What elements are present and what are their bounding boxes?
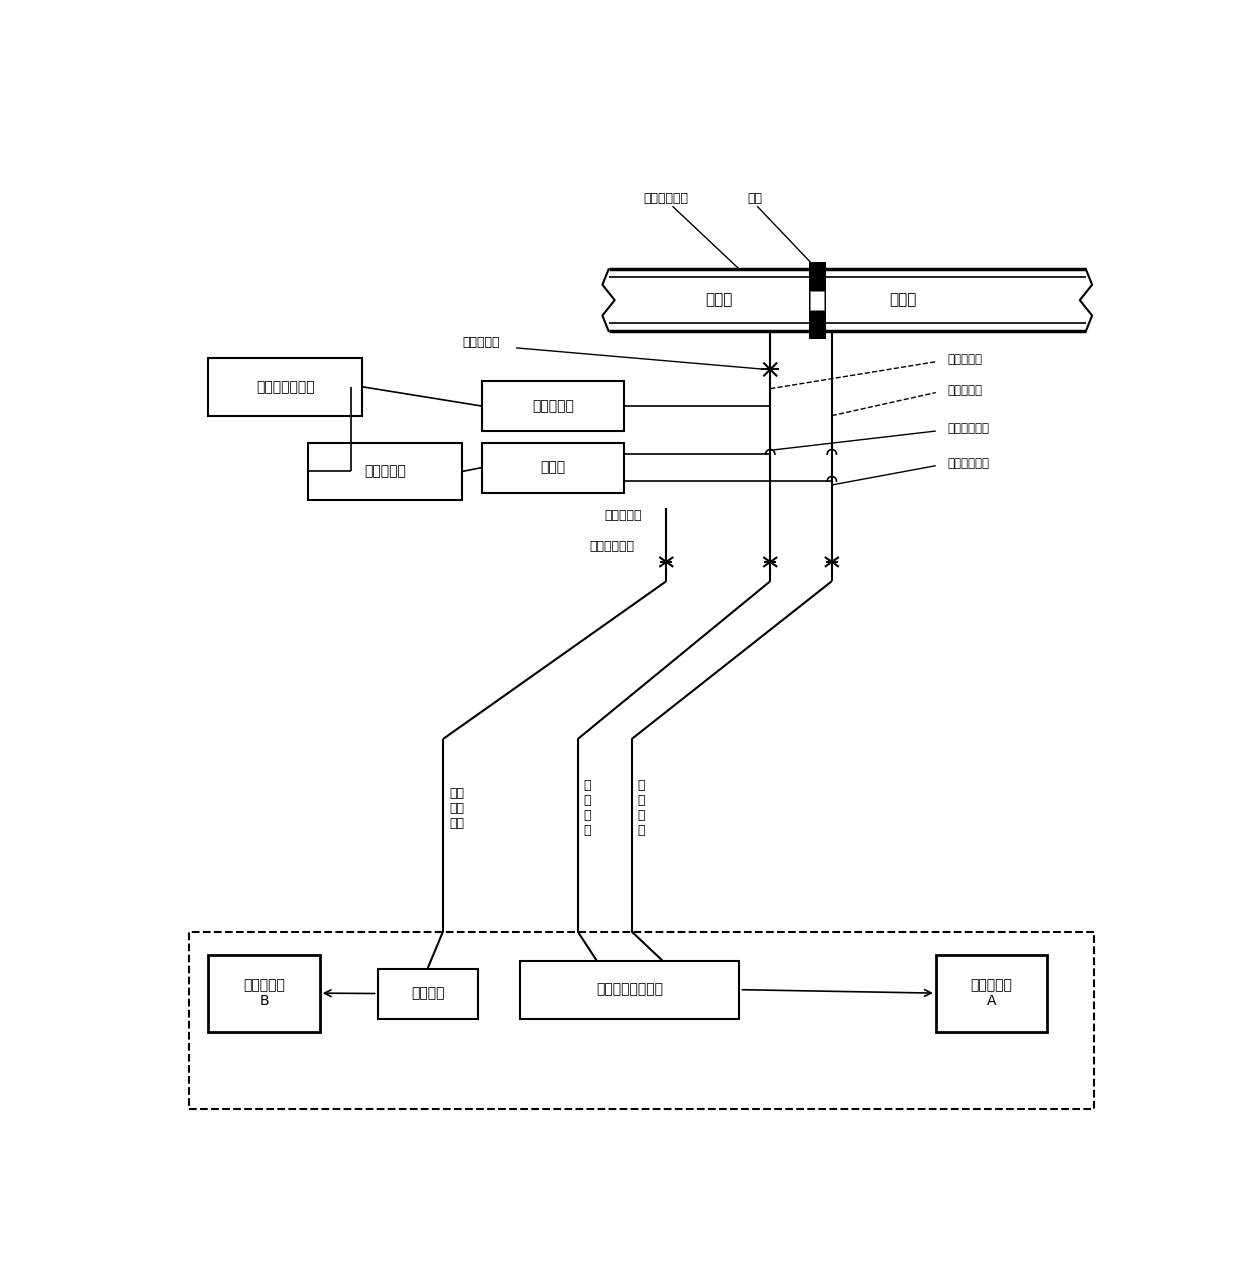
Text: 低压排污管: 低压排污管 [947, 383, 982, 396]
Text: 压力排污阀门: 压力排污阀门 [589, 540, 635, 553]
Bar [208, 955, 320, 1032]
Bar [810, 291, 825, 310]
Text: 显示器、计算器: 显示器、计算器 [255, 379, 315, 394]
Text: 低压排污筏门: 低压排污筏门 [947, 456, 990, 470]
Text: 蒸汽输送管道: 蒸汽输送管道 [644, 192, 688, 205]
Text: 上游段: 上游段 [704, 292, 732, 308]
Bar [808, 262, 826, 338]
Text: 下游段: 下游段 [889, 292, 916, 308]
Text: 高压排污筏门: 高压排污筏门 [947, 422, 990, 435]
Text: 压力变送器: 压力变送器 [532, 399, 574, 413]
Bar [208, 358, 362, 415]
Bar [188, 932, 1094, 1109]
Text: 高
压
软
管: 高 压 软 管 [583, 779, 590, 837]
Text: 差压变送器: 差压变送器 [365, 464, 407, 478]
Text: 压力
连接
软管: 压力 连接 软管 [449, 787, 464, 829]
Text: 孔板: 孔板 [748, 192, 763, 205]
Bar [309, 442, 463, 500]
Bar [936, 955, 1048, 1032]
Text: 平衡阀: 平衡阀 [541, 460, 565, 474]
Bar [377, 968, 477, 1019]
Text: 高压排污管: 高压排污管 [947, 353, 982, 365]
Text: 过程校验仪
A: 过程校验仪 A [971, 978, 1013, 1008]
Text: 压力排污管: 压力排污管 [605, 509, 642, 522]
Bar [520, 960, 739, 1019]
Text: 引压管阀门: 引压管阀门 [463, 336, 500, 349]
Bar [481, 442, 624, 492]
Bar [481, 381, 624, 431]
Text: 低
压
软
管: 低 压 软 管 [637, 779, 645, 837]
Text: 过程校验仪
B: 过程校验仪 B [243, 978, 285, 1008]
Text: 校准用差压变送器: 校准用差压变送器 [596, 983, 663, 996]
Text: 压力模块: 压力模块 [410, 987, 444, 1000]
